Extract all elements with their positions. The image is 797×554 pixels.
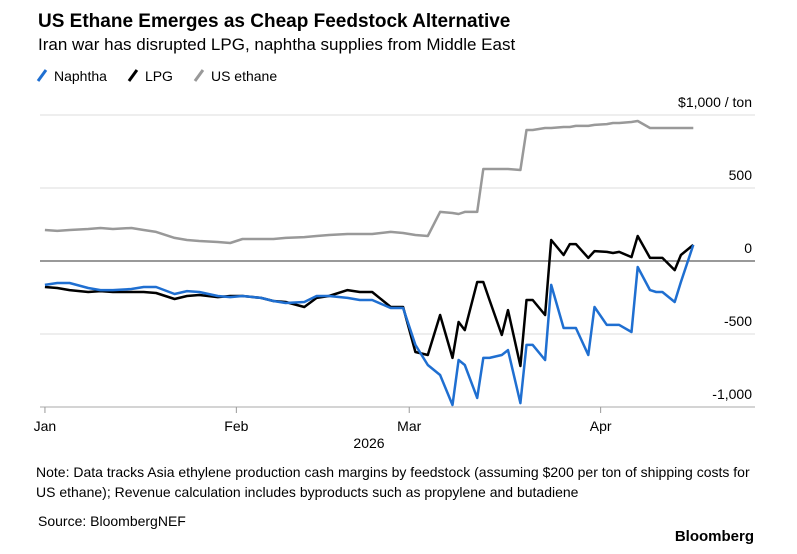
- x-tick-label: Mar: [397, 418, 421, 434]
- y-tick-label: -1,000: [712, 386, 752, 402]
- x-tick-label: Jan: [34, 418, 57, 434]
- series-line: [44, 234, 695, 368]
- legend-label: US ethane: [211, 68, 277, 84]
- legend-swatch: [127, 69, 139, 82]
- legend-swatch: [193, 69, 205, 82]
- y-tick-label: 500: [729, 167, 753, 183]
- series-line: [44, 244, 695, 407]
- note-box: Note: Data tracks Asia ethylene producti…: [36, 464, 750, 500]
- y-tick-label: 0: [744, 240, 752, 256]
- y-tick-label: $1,000 / ton: [678, 94, 752, 110]
- source: Source: BloombergNEF: [38, 513, 186, 529]
- legend-label: Naphtha: [54, 68, 107, 84]
- brand: Bloomberg: [675, 528, 754, 545]
- x-tick-label: Feb: [224, 418, 248, 434]
- legend-swatch: [36, 69, 48, 82]
- y-tick-label: -500: [724, 313, 752, 329]
- note: Note: Data tracks Asia ethylene producti…: [36, 464, 750, 500]
- chart-title: US Ethane Emerges as Cheap Feedstock Alt…: [38, 11, 510, 32]
- series-line: [44, 119, 694, 245]
- x-axis-label: 2026: [353, 435, 384, 451]
- legend-label: LPG: [145, 68, 173, 84]
- x-tick-label: Apr: [590, 418, 612, 434]
- chart-subtitle: Iran war has disrupted LPG, naphtha supp…: [38, 35, 515, 54]
